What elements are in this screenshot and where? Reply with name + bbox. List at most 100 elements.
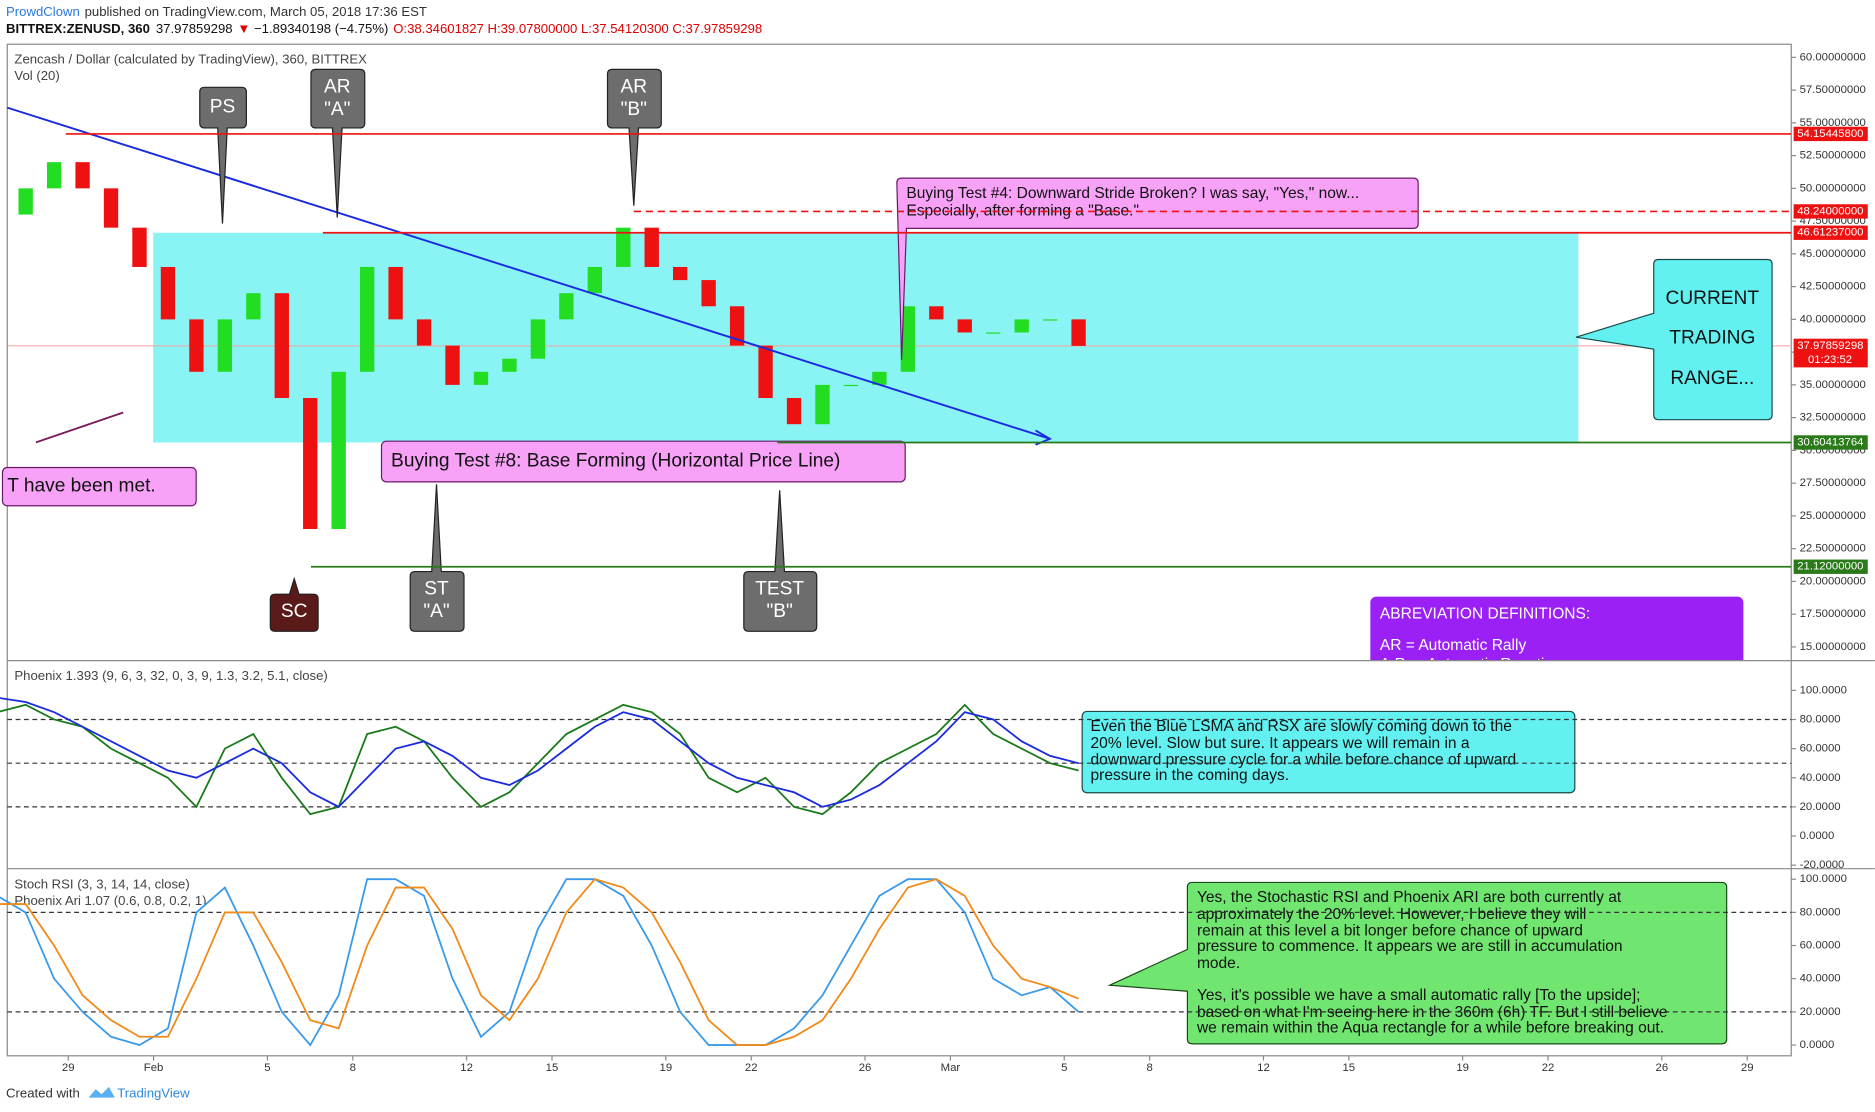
candle [587,266,602,294]
price-label-bg [1793,126,1868,142]
y-tick-label: 42.50000000 [1800,281,1866,293]
note-text: A.R. = Automatic Reaction [1380,656,1562,673]
x-tick-label: 19 [1456,1062,1469,1074]
callout-text: SC [281,601,308,622]
y-tick-label: 100.0000 [1800,684,1847,696]
note-text: TRADING [1669,327,1755,348]
last-price: 37.97859298 [156,21,233,36]
note-stoch [1107,881,1728,1045]
note-text: ABREVIATION DEFINITIONS: [1380,606,1590,623]
candle [872,371,887,385]
candle [929,306,944,320]
y-tick-label: 0.0000 [1800,830,1835,842]
candle [986,332,1001,334]
abbr-group: ABREVIATION DEFINITIONS: AR = Automatic … [1370,596,1744,673]
note-text: remain at this level a bit longer before… [1197,923,1583,940]
indicator-line [0,703,1079,816]
tv-logo [88,1086,115,1098]
candle [18,188,33,215]
y-tick-label: 40.00000000 [1800,313,1866,325]
y-tick-label: 40.0000 [1800,772,1841,784]
footer-brand[interactable]: TradingView [117,1086,190,1101]
y-tick-label: 47.50000000 [1800,215,1866,227]
indicator-line [0,697,1079,808]
candle [900,306,916,372]
x-tick-label: 29 [1741,1062,1754,1074]
note-test4 [896,177,1419,360]
pane-title: Stoch RSI (3, 3, 14, 14, close) [14,876,189,891]
indicator-line [0,878,1080,1047]
candle [46,162,62,189]
header-line-1: ProwdClown published on TradingView.com, … [6,5,427,20]
note-text: T have been met. [7,476,155,497]
note-text: Yes, it's possible we have a small autom… [1197,987,1641,1004]
y-tick-label: 25.00000000 [1800,510,1866,522]
candle [1014,319,1029,333]
y-tick-label: 20.0000 [1800,1006,1841,1018]
note-text: pressure to commence. It appears we are … [1197,938,1623,955]
candle [644,227,659,267]
candle [957,319,972,333]
callout-ps [199,86,247,224]
callout-text: "B" [766,601,792,622]
note-text: approximately the 20% level. However, I … [1197,906,1586,923]
callout-test-b [743,490,818,632]
x-tick-label: 12 [1257,1062,1270,1074]
callout-sc [269,576,319,632]
trend-line [6,106,1051,440]
note-text: downward pressure cycle for a while befo… [1091,752,1517,769]
y-tick-label: 60.00000000 [1800,51,1866,63]
note-range [1575,258,1773,421]
candle [843,384,859,387]
callout-text: "B" [621,99,647,120]
current-timer: 01:23:52 [1808,354,1852,366]
candle [1042,319,1058,321]
y-tick-label: 50.00000000 [1800,182,1866,194]
y-tick-label: 80.0000 [1800,906,1841,918]
candle [530,319,546,359]
x-tick-label: 8 [1146,1062,1152,1074]
note-text: AR = Automatic Rally [1380,637,1527,654]
ohlc: O:38.34601827 H:39.07800000 L:37.5412030… [393,21,762,36]
y-tick-label: 35.00000000 [1800,379,1866,391]
note-text: mode. [1197,955,1240,972]
author[interactable]: ProwdClown [6,5,80,20]
x-tick-label: 26 [1656,1062,1669,1074]
candle [160,266,176,320]
arrow: ▼ [237,21,250,36]
plot-frame [6,43,1792,1057]
x-tick-label: 15 [1343,1062,1356,1074]
price-label: 54.15445800 [1797,128,1863,140]
candle [331,371,346,530]
y-tick-label: 60.0000 [1800,940,1841,952]
pane-subtitle: Vol (20) [14,68,59,83]
candle [217,319,233,372]
pane-subtitle: Phoenix Ari 1.07 (0.6, 0.8, 0.2, 1) [14,893,206,908]
price-label: 48.24000000 [1797,205,1863,217]
note-text: CURRENT [1666,288,1760,309]
change: −1.89340198 (−4.75%) [254,21,388,36]
price-label-bg [1793,559,1868,574]
indicator-line [0,878,1079,1046]
candle [189,319,204,372]
candle [132,227,147,267]
note-text: Even the Blue LSMA and RSX are slowly co… [1091,718,1512,735]
x-tick-label: 8 [350,1062,356,1074]
candle [701,280,716,307]
price-label-bg [1793,225,1868,240]
note-text: Buying Test #4: Downward Stride Broken? … [906,185,1359,202]
y-tick-label: 27.50000000 [1800,477,1866,489]
y-tick-label: 15.00000000 [1800,641,1866,653]
candle [786,397,802,425]
y-tick-label: 0.0000 [1800,1039,1835,1051]
callouts [199,68,818,632]
annotations: PS AR "A" AR "B" SC ST "A" TEST "B" Buyi… [1,68,1773,1045]
price-label-bg [1793,435,1868,450]
candle [103,188,119,228]
note-text: pressure in the coming days. [1091,767,1290,784]
y-tick-label: 57.50000000 [1800,84,1866,96]
y-tick-label: 60.0000 [1800,743,1841,755]
x-tick-label: Mar [941,1062,961,1074]
note-text: 20% level. Slow but sure. It appears we … [1091,735,1470,752]
pane-title: Zencash / Dollar (calculated by TradingV… [14,51,367,66]
